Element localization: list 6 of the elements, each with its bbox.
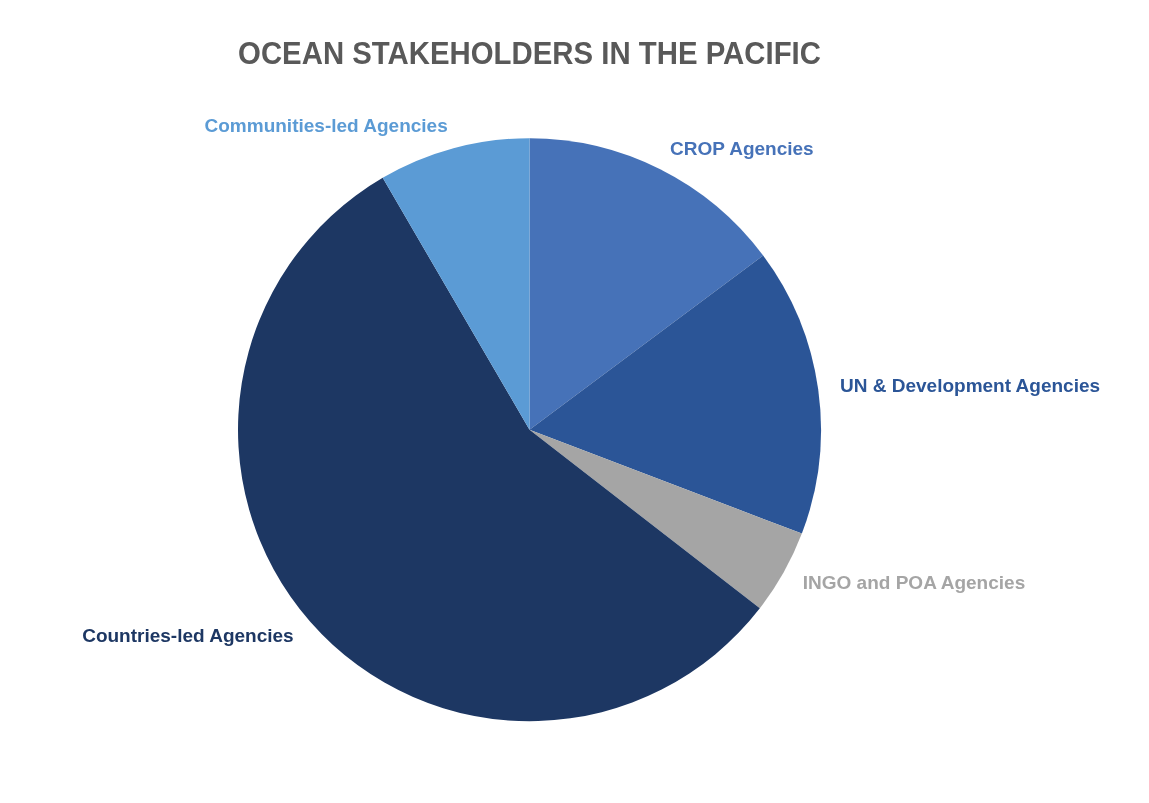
slice-label: UN & Development Agencies xyxy=(840,374,1101,396)
slice-label: Countries-led Agencies xyxy=(82,624,294,646)
slice-label: CROP Agencies xyxy=(670,137,814,159)
slice-label: Communities-led Agencies xyxy=(204,115,448,137)
chart-title: OCEAN STAKEHOLDERS IN THE PACIFIC xyxy=(238,34,821,72)
slice-label: INGO and POA Agencies xyxy=(802,571,1026,593)
